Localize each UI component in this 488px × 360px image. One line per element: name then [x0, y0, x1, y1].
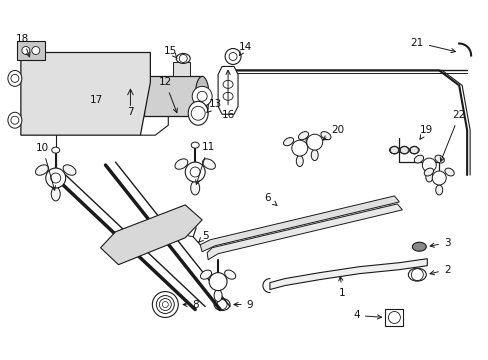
- Ellipse shape: [283, 138, 293, 146]
- Ellipse shape: [176, 54, 190, 63]
- Bar: [17, 41, 45, 60]
- Circle shape: [185, 162, 205, 182]
- Ellipse shape: [195, 76, 209, 116]
- Ellipse shape: [305, 138, 315, 146]
- Text: 19: 19: [419, 125, 432, 139]
- Polygon shape: [173, 62, 190, 76]
- Ellipse shape: [36, 165, 48, 175]
- Ellipse shape: [8, 71, 22, 86]
- Ellipse shape: [8, 112, 22, 128]
- Circle shape: [306, 134, 322, 150]
- Text: 4: 4: [352, 310, 381, 320]
- Text: 18: 18: [16, 33, 30, 57]
- Circle shape: [431, 171, 446, 185]
- Text: 16: 16: [221, 70, 234, 120]
- Ellipse shape: [413, 155, 423, 163]
- Bar: [144, 76, 202, 116]
- Circle shape: [224, 49, 241, 64]
- Polygon shape: [101, 205, 202, 265]
- Circle shape: [192, 86, 212, 106]
- Ellipse shape: [444, 168, 453, 176]
- Ellipse shape: [200, 270, 211, 279]
- Ellipse shape: [202, 159, 215, 169]
- Text: 1: 1: [338, 276, 345, 298]
- Ellipse shape: [224, 270, 235, 279]
- Ellipse shape: [298, 132, 308, 140]
- Ellipse shape: [411, 242, 426, 251]
- Polygon shape: [269, 259, 427, 289]
- Text: 12: 12: [159, 77, 177, 113]
- Ellipse shape: [310, 150, 318, 161]
- Circle shape: [209, 273, 226, 291]
- Text: 15: 15: [163, 45, 177, 58]
- Ellipse shape: [388, 147, 399, 154]
- Polygon shape: [21, 53, 150, 135]
- Circle shape: [46, 168, 65, 188]
- Ellipse shape: [175, 159, 187, 169]
- Ellipse shape: [63, 165, 76, 175]
- Text: 21: 21: [410, 37, 454, 53]
- Bar: [385, 309, 403, 327]
- Ellipse shape: [190, 181, 199, 195]
- Text: 17: 17: [90, 95, 103, 105]
- Ellipse shape: [296, 156, 303, 167]
- Ellipse shape: [191, 142, 199, 148]
- Text: 14: 14: [238, 41, 251, 55]
- Polygon shape: [218, 67, 238, 114]
- Ellipse shape: [320, 132, 330, 140]
- Text: 10: 10: [36, 143, 56, 190]
- Ellipse shape: [408, 147, 419, 154]
- Text: 22: 22: [439, 110, 465, 162]
- Text: 9: 9: [233, 300, 253, 310]
- Text: 8: 8: [183, 300, 198, 310]
- Ellipse shape: [425, 172, 432, 182]
- Text: 2: 2: [429, 265, 449, 275]
- Text: 3: 3: [429, 238, 449, 248]
- Ellipse shape: [51, 187, 60, 201]
- Ellipse shape: [424, 168, 433, 176]
- Text: 7: 7: [127, 107, 134, 117]
- Text: 13: 13: [206, 99, 221, 113]
- Circle shape: [422, 158, 435, 172]
- Text: 11: 11: [195, 142, 214, 184]
- Ellipse shape: [435, 185, 442, 195]
- Text: 20: 20: [322, 125, 344, 140]
- Polygon shape: [207, 204, 402, 260]
- Circle shape: [22, 46, 30, 54]
- Ellipse shape: [399, 147, 408, 154]
- Text: 6: 6: [264, 193, 276, 206]
- Ellipse shape: [52, 147, 60, 153]
- Circle shape: [32, 46, 40, 54]
- Ellipse shape: [214, 289, 222, 302]
- Ellipse shape: [188, 101, 208, 125]
- Ellipse shape: [434, 155, 444, 163]
- Circle shape: [291, 140, 307, 156]
- Polygon shape: [200, 196, 399, 252]
- Text: 5: 5: [199, 231, 208, 242]
